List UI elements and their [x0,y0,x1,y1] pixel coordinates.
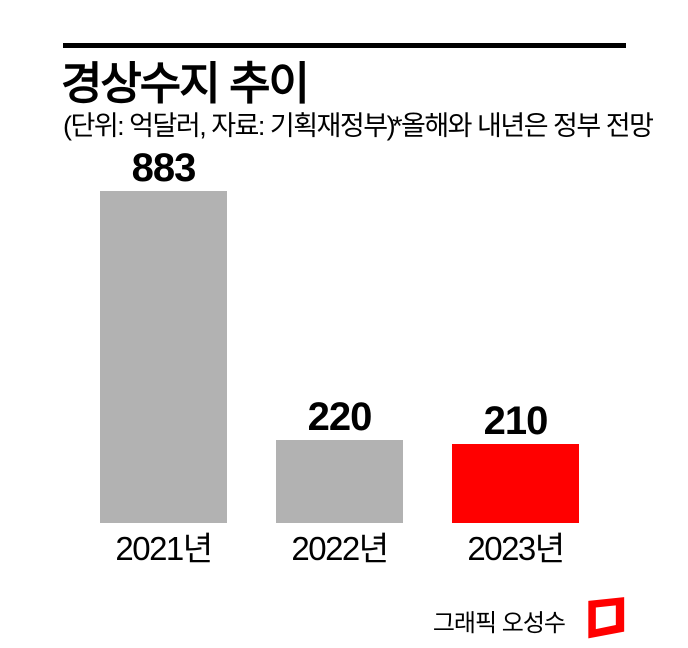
bar-group-2021년: 883 2021년 [100,148,227,565]
publisher-logo-icon [588,597,625,639]
bar-category-label: 2022년 [291,530,389,567]
bar-group-2023년: 210 2023년 [452,401,579,565]
bar-2021년 [100,191,227,523]
bar-group-2022년: 220 2022년 [276,397,403,565]
bar-category-label: 2021년 [115,530,213,567]
forecast-note: *올해와 내년은 정부 전망 [392,111,654,141]
top-rule [63,43,626,48]
bar-2022년 [276,440,403,523]
bar-2023년 [452,444,579,523]
bar-value-label: 210 [483,399,549,443]
unit-source-label: (단위: 억달러, 자료: 기획재정부) [63,111,396,141]
credit-label: 그래픽 오성수 [432,610,566,637]
bar-category-label: 2023년 [467,530,565,567]
bar-value-label: 220 [307,395,373,439]
bar-value-label: 883 [131,146,197,190]
chart-title: 경상수지 추이 [61,58,310,109]
